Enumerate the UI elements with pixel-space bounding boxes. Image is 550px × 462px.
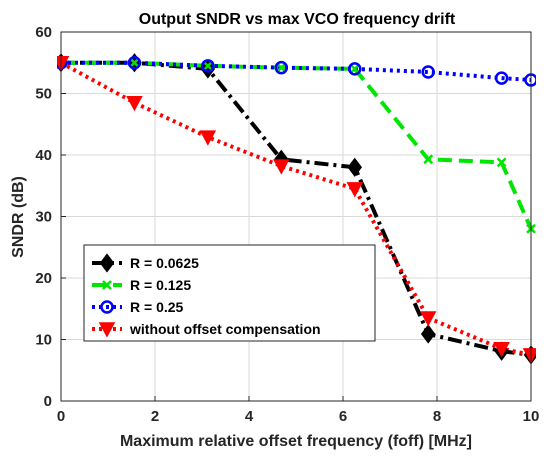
- x-tick-label: 6: [339, 408, 347, 425]
- x-tick-label: 8: [433, 408, 441, 425]
- series-3-point: [346, 182, 364, 198]
- series-3-point: [493, 341, 510, 358]
- chart-title: Output SNDR vs max VCO frequency drift: [139, 11, 456, 28]
- legend-box: [83, 244, 376, 342]
- series-0-point: [420, 324, 436, 344]
- series-line-1: [61, 60, 533, 230]
- y-tick-label: 30: [35, 209, 52, 226]
- series-3-point: [199, 130, 217, 146]
- legend-marker-2: [100, 300, 114, 314]
- series-3-point: [273, 159, 290, 175]
- x-tick-label: 4: [245, 408, 254, 425]
- series-lines: [60, 60, 533, 357]
- x-tick-label: 2: [151, 408, 159, 425]
- series-1-point: [276, 62, 287, 73]
- series-2-point: [201, 59, 215, 73]
- legend-label-1: R = 0.125: [130, 277, 191, 293]
- y-tick-label: 50: [35, 86, 52, 103]
- x-tick-label: 10: [523, 408, 540, 425]
- plot-area: [57, 53, 536, 365]
- series-1-point: [202, 60, 213, 71]
- series-2-point: [127, 56, 142, 70]
- x-axis-label: Maximum relative offset frequency (foff)…: [120, 433, 472, 450]
- legend-marker-0: [99, 253, 115, 273]
- y-tick-label: 20: [35, 270, 52, 287]
- series-line-3: [60, 60, 532, 357]
- series-2-point: [421, 65, 435, 79]
- series-0-point: [200, 59, 216, 79]
- series-3-point: [126, 95, 143, 112]
- series-markers: [57, 53, 536, 365]
- series-3-point: [419, 311, 437, 327]
- y-tick-label: 10: [35, 332, 52, 349]
- legend: R = 0.0625 R = 0.125 R = 0.25 without offse…: [83, 244, 376, 342]
- y-tick-label: 60: [35, 24, 52, 41]
- series-2-point: [274, 60, 289, 75]
- series-2-point: [348, 62, 362, 76]
- axes-box: [60, 31, 532, 402]
- y-tick-label: 40: [35, 147, 52, 164]
- series-1-point: [129, 57, 140, 68]
- series-line-2: [61, 60, 532, 82]
- series-2-point: [494, 71, 509, 85]
- y-axis-label: SNDR (dB): [10, 176, 27, 258]
- series-1-point: [423, 154, 434, 165]
- tick-labels: 0 2 4 6 8 10 0 10 20 30 40 50 60: [35, 24, 539, 425]
- x-tick-label: 0: [57, 408, 65, 425]
- grid: [60, 31, 532, 402]
- y-tick-label: 0: [44, 393, 52, 410]
- legend-label-3: without offset compensation: [129, 321, 321, 337]
- series-1-point: [496, 157, 507, 168]
- legend-label-2: R = 0.25: [130, 299, 184, 315]
- legend-marker-1: [102, 280, 112, 290]
- legend-marker-3: [98, 322, 116, 338]
- series-1-point: [349, 64, 360, 74]
- legend-label-0: R = 0.0625: [130, 255, 199, 271]
- series-0-point: [347, 157, 362, 177]
